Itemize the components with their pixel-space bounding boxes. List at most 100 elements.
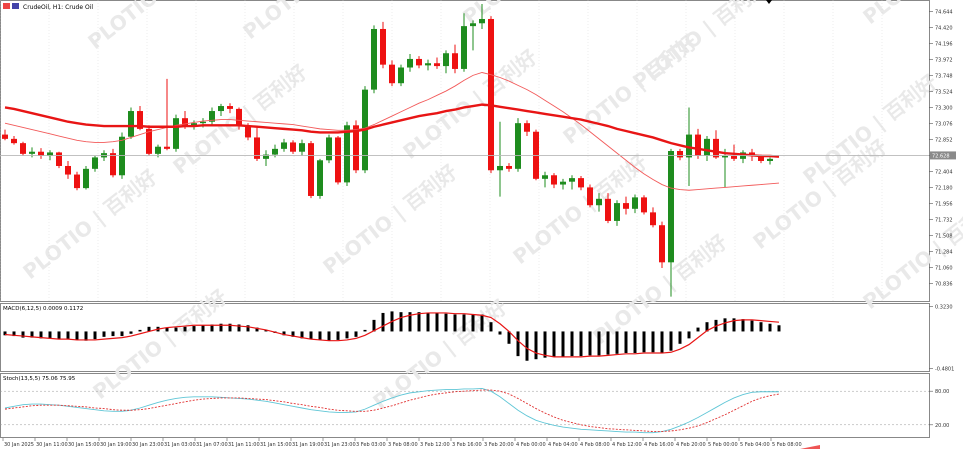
macd-axis-label: -0.4801 [935, 366, 954, 372]
time-axis-label: 4 Feb 08:00 [580, 442, 610, 448]
macd-histogram-bar [345, 331, 349, 339]
macd-histogram-bar [624, 331, 628, 354]
candle-body [20, 143, 26, 154]
candle-body [587, 187, 593, 206]
shift-marker-icon[interactable] [766, 0, 772, 4]
macd-histogram-bar [669, 331, 673, 351]
macd-signal-line [4, 312, 780, 358]
candle-body [551, 175, 557, 185]
time-axis-label: 4 Feb 16:00 [644, 442, 674, 448]
macd-histogram-bar [75, 331, 79, 340]
watermark-text: PLOTIO | 百利好 [798, 70, 941, 189]
macd-histogram-bar [417, 312, 421, 332]
watermark-text: PLOTIO | 百利好 [508, 150, 651, 269]
macd-histogram-bar [552, 331, 556, 357]
price-axis-label: 72.404 [935, 169, 953, 175]
macd-histogram-bar [57, 331, 61, 340]
macd-histogram-bar [39, 331, 43, 339]
candle-body [137, 111, 143, 129]
time-axis-label: 30 Jan 15:00 [68, 442, 100, 448]
macd-histogram-bar [399, 312, 403, 332]
scroll-marker[interactable] [800, 445, 820, 449]
price-axis-label: 71.956 [935, 201, 953, 207]
candle-body [371, 28, 377, 90]
macd-histogram-bar [48, 331, 52, 339]
time-axis-label: 3 Feb 03:00 [356, 442, 386, 448]
macd-histogram-bar [723, 318, 727, 332]
candle-body [578, 178, 584, 188]
macd-pane [3, 311, 781, 361]
price-axis-label: 73.972 [935, 58, 953, 64]
price-axis-label: 71.732 [935, 217, 953, 223]
candle-body [623, 203, 629, 209]
price-axis-label: 72.180 [935, 185, 953, 191]
macd-histogram-bar [291, 331, 295, 337]
candle-body [704, 138, 710, 156]
macd-histogram-bar [246, 325, 250, 332]
symbol-caption: CrudeOil, H1: Crude Oil [23, 4, 93, 11]
time-axis-label: 5 Feb 00:00 [708, 442, 738, 448]
macd-histogram-bar [129, 331, 133, 334]
macd-histogram-bar [768, 323, 772, 332]
macd-histogram-bar [66, 331, 70, 340]
price-axis-label: 73.300 [935, 105, 953, 111]
candle-body [281, 142, 287, 149]
macd-histogram-bar [147, 326, 151, 332]
candle-body [407, 58, 413, 68]
candle-body [83, 168, 89, 189]
candle-body [119, 136, 125, 176]
candle-body [191, 123, 197, 127]
candle-body [308, 143, 314, 196]
macd-histogram-bar [435, 312, 439, 332]
stoch-title: Stoch(13,5,5) 75.06 75.95 [3, 376, 76, 382]
macd-histogram-bar [3, 331, 7, 336]
price-axis-label: 74.644 [935, 10, 953, 16]
candle-body [56, 152, 62, 166]
candle-body [605, 198, 611, 221]
macd-histogram-bar [219, 323, 223, 332]
price-axis-label: 71.060 [935, 265, 953, 271]
macd-histogram-bar [759, 322, 763, 332]
macd-histogram-bar [201, 325, 205, 332]
macd-histogram-bar [120, 331, 124, 337]
macd-histogram-bar [606, 331, 610, 355]
candle-body [38, 151, 44, 156]
candle-body [2, 134, 8, 139]
macd-histogram-bar [183, 326, 187, 332]
stoch-signal-line [4, 389, 780, 432]
macd-histogram-bar [750, 320, 754, 332]
candle-body [560, 181, 566, 185]
macd-histogram-bar [102, 331, 106, 337]
candle-body [263, 154, 269, 159]
candle-body [497, 165, 503, 171]
macd-histogram-bar [300, 331, 304, 339]
macd-histogram-bar [255, 327, 259, 332]
macd-histogram-bar [633, 331, 637, 354]
stoch-pane [0, 387, 929, 434]
time-axis-label: 4 Feb 04:00 [548, 442, 578, 448]
candle-body [155, 146, 161, 154]
price-pane [2, 4, 780, 297]
candle-body [146, 128, 152, 154]
candle-body [11, 138, 17, 144]
candle-body [317, 160, 323, 196]
macd-histogram-bar [570, 331, 574, 357]
macd-histogram-bar [309, 331, 313, 340]
macd-histogram-bar [165, 327, 169, 332]
time-axis-label: 31 Jan 23:00 [324, 442, 356, 448]
macd-histogram-bar [174, 327, 178, 332]
current-price-badge [930, 151, 956, 160]
watermark-text: PLOTIO | 百利好 [88, 285, 231, 404]
macd-histogram-bar [480, 314, 484, 332]
moving-average-fast-line [4, 72, 780, 191]
macd-histogram-bar [318, 331, 322, 340]
macd-histogram-bar [30, 331, 34, 338]
macd-histogram-bar [507, 331, 511, 344]
candle-body [326, 137, 332, 161]
candle-body [272, 148, 278, 155]
candle-body [524, 123, 530, 132]
macd-histogram-bar [615, 331, 619, 354]
candle-body [677, 151, 683, 158]
